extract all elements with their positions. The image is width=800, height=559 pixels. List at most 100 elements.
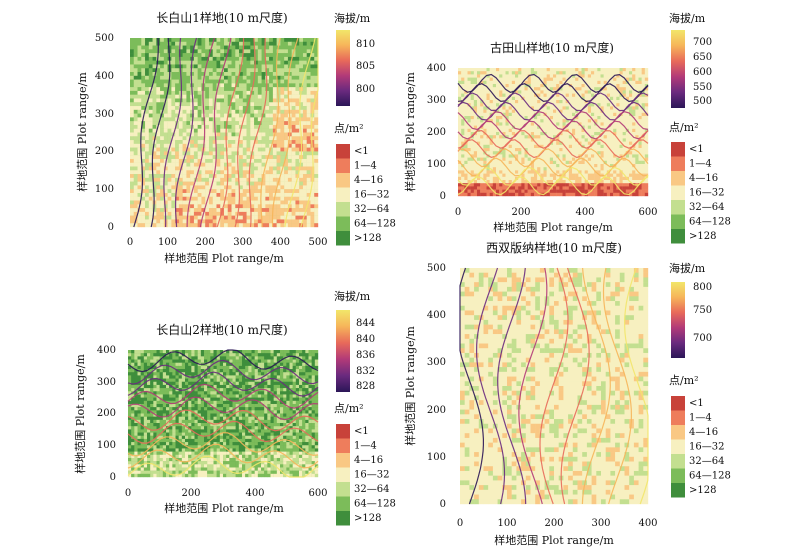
heatmap-cell: [227, 109, 232, 114]
heatmap-cell: [246, 68, 251, 73]
heatmap-cell: [265, 136, 270, 141]
heatmap-cell: [257, 215, 262, 220]
heatmap-cell: [197, 72, 202, 76]
heatmap-cell: [224, 60, 228, 65]
heatmap-cell: [581, 164, 585, 168]
heatmap-cell: [216, 170, 221, 175]
heatmap-cell: [295, 102, 300, 107]
heatmap-cell: [499, 87, 503, 91]
heatmap-cell: [201, 64, 206, 69]
heatmap-cell: [575, 103, 579, 107]
heatmap-cell: [314, 143, 319, 148]
heatmap-cell: [246, 72, 251, 76]
heatmap-cell: [141, 60, 146, 65]
heatmap-cell: [534, 138, 538, 142]
heatmap-cell: [235, 124, 240, 129]
heatmap-cell: [269, 41, 274, 46]
heatmap-cell: [584, 84, 589, 88]
heatmap-cell: [610, 116, 614, 120]
heatmap-cell: [568, 173, 573, 177]
heatmap-cell: [600, 164, 604, 168]
heatmap-cell: [644, 154, 649, 158]
heatmap-cell: [641, 189, 646, 193]
heatmap-cell: [186, 121, 191, 126]
heatmap-cell: [227, 223, 232, 228]
heatmap-cell: [515, 106, 519, 110]
heatmap-cell: [638, 151, 642, 155]
heatmap-cell: [224, 223, 228, 228]
heatmap-cell: [182, 94, 187, 99]
heatmap-cell: [130, 136, 134, 141]
heatmap-cell: [540, 90, 544, 94]
heatmap-cell: [496, 176, 500, 181]
heatmap-cell: [254, 79, 259, 84]
heatmap-cell: [527, 173, 532, 177]
heatmap-cell: [306, 151, 311, 156]
heatmap-cell: [224, 72, 228, 76]
heatmap-cell: [141, 189, 146, 194]
heatmap-cell: [130, 113, 134, 118]
heatmap-cell: [594, 164, 598, 168]
heatmap-cell: [167, 158, 172, 163]
heatmap-cell: [314, 132, 319, 137]
heatmap-cell: [629, 119, 633, 123]
heatmap-cell: [272, 155, 277, 160]
heatmap-cell: [178, 49, 183, 54]
heatmap-cell: [641, 119, 646, 123]
heatmap-cell: [603, 87, 608, 91]
heatmap-cell: [299, 83, 304, 88]
heatmap-cell: [594, 173, 598, 177]
heatmap-cell: [254, 208, 259, 213]
heatmap-cell: [265, 49, 270, 54]
heatmap-cell: [205, 117, 210, 122]
heatmap-cell: [272, 208, 277, 213]
heatmap-cell: [480, 84, 484, 88]
heatmap-cell: [594, 176, 598, 181]
heatmap-cell: [641, 100, 646, 104]
heatmap-cell: [587, 132, 592, 136]
heatmap-cell: [152, 162, 157, 167]
heatmap-cell: [578, 192, 582, 197]
heatmap-cell: [600, 170, 604, 174]
heatmap-cell: [600, 148, 604, 152]
heatmap-cell: [499, 77, 503, 81]
heatmap-cell: [530, 80, 535, 85]
heatmap-cell: [492, 180, 497, 184]
heatmap-cell: [594, 84, 598, 88]
heatmap-cell: [302, 166, 307, 171]
heatmap-cell: [193, 106, 198, 111]
heatmap-cell: [477, 119, 481, 123]
heatmap-cell: [152, 45, 157, 50]
heatmap-cell: [464, 109, 468, 113]
heatmap-cell: [625, 125, 630, 129]
heatmap-cell: [572, 138, 576, 142]
heatmap-cell: [197, 45, 202, 50]
heatmap-cell: [565, 138, 570, 142]
heatmap-cell: [635, 80, 639, 85]
heatmap-cell: [543, 135, 547, 139]
heatmap-cell: [565, 74, 570, 78]
heatmap-cell: [524, 189, 528, 193]
heatmap-cell: [299, 166, 304, 171]
heatmap-cell: [152, 151, 157, 156]
heatmap-cell: [242, 98, 247, 103]
heatmap-cell: [186, 117, 191, 122]
heatmap-cell: [458, 189, 462, 193]
heatmap-cell: [470, 167, 475, 171]
heatmap-cell: [242, 49, 247, 54]
heatmap-cell: [227, 215, 232, 220]
heatmap-cell: [473, 96, 478, 101]
heatmap-cell: [295, 223, 300, 228]
heatmap-cell: [537, 74, 541, 78]
heatmap-cell: [632, 170, 636, 174]
heatmap-cell: [559, 186, 563, 190]
heatmap-cell: [559, 154, 563, 158]
heatmap-cell: [622, 103, 627, 107]
heatmap-cell: [467, 128, 471, 133]
heatmap-cell: [603, 100, 608, 104]
heatmap-cell: [461, 148, 465, 152]
heatmap-cell: [619, 160, 623, 165]
heatmap-cell: [295, 155, 300, 160]
heatmap-cell: [306, 90, 311, 95]
heatmap-cell: [600, 122, 604, 126]
